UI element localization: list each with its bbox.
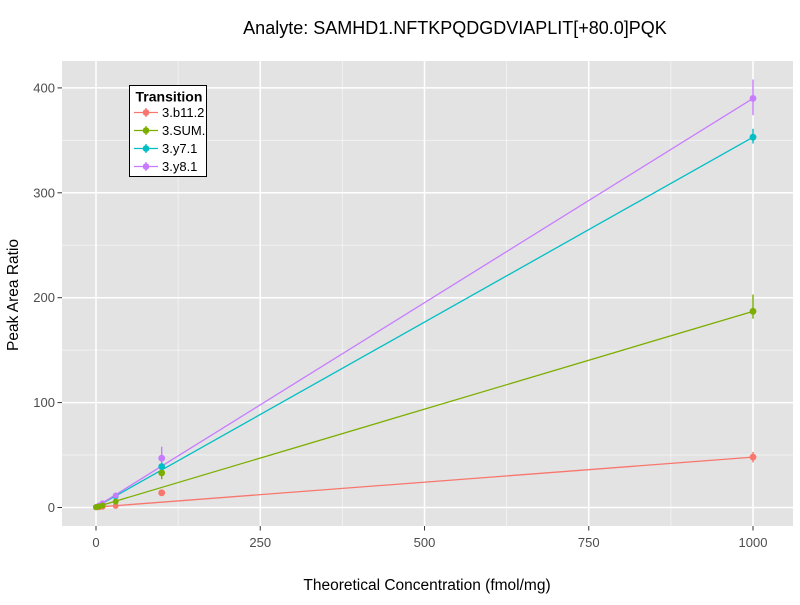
data-point-3.SUM. <box>112 498 119 505</box>
legend-key-point-icon <box>142 109 150 116</box>
legend-key-point-icon <box>142 163 150 170</box>
y-tick-label: 0 <box>48 500 55 515</box>
x-tick-label: 750 <box>578 535 600 550</box>
x-tick-label: 500 <box>414 535 436 550</box>
data-point-3.SUM. <box>749 307 757 315</box>
data-point-3.y7.1 <box>158 463 166 470</box>
x-tick-label: 1000 <box>739 535 768 550</box>
legend-key-point-icon <box>142 127 150 134</box>
legend-item-label: 3.SUM. <box>162 123 205 138</box>
data-point-3.SUM. <box>158 469 166 477</box>
series-line-3.y8.1 <box>95 97 754 508</box>
data-point-3.b11.2 <box>112 503 119 509</box>
series-line-3.y7.1 <box>95 136 754 508</box>
series-line-3.SUM. <box>95 310 754 508</box>
legend-title: Transition <box>136 89 203 105</box>
legend-item-label: 3.b11.2 <box>162 105 204 120</box>
data-point-3.b11.2 <box>749 453 757 461</box>
x-axis-label: Theoretical Concentration (fmol/mg) <box>303 577 550 594</box>
data-point-3.SUM. <box>99 502 106 509</box>
data-point-3.y8.1 <box>749 94 757 102</box>
x-tick-label: 0 <box>92 535 99 550</box>
y-tick-label: 100 <box>33 395 55 410</box>
y-tick-label: 400 <box>33 80 55 95</box>
chart-title: Analyte: SAMHD1.NFTKPQDGDVIAPLIT[+80.0]P… <box>243 18 667 38</box>
legend-key-point-icon <box>142 145 150 152</box>
legend-item-3.SUM.: 3.SUM. <box>134 123 205 138</box>
legend-item-3.y8.1: 3.y8.1 <box>134 159 197 174</box>
data-point-3.y8.1 <box>112 492 119 499</box>
y-axis-label: Peak Area Ratio <box>5 239 22 351</box>
data-point-3.b11.2 <box>158 489 166 497</box>
plot-area: 0 250 500 750 1000 0 100 200 300 400 Transition3.b… <box>33 61 793 550</box>
legend-item-3.y7.1: 3.y7.1 <box>134 141 197 156</box>
data-point-3.y7.1 <box>749 133 757 141</box>
y-tick-label: 300 <box>33 185 55 200</box>
x-tick-label: 250 <box>249 535 271 550</box>
data-point-3.y8.1 <box>158 454 166 462</box>
legend-item-label: 3.y8.1 <box>162 159 197 174</box>
legend-item-label: 3.y7.1 <box>162 141 197 156</box>
series-line-3.b11.2 <box>95 456 754 508</box>
y-tick-label: 200 <box>33 290 55 305</box>
legend-item-3.b11.2: 3.b11.2 <box>134 105 204 120</box>
